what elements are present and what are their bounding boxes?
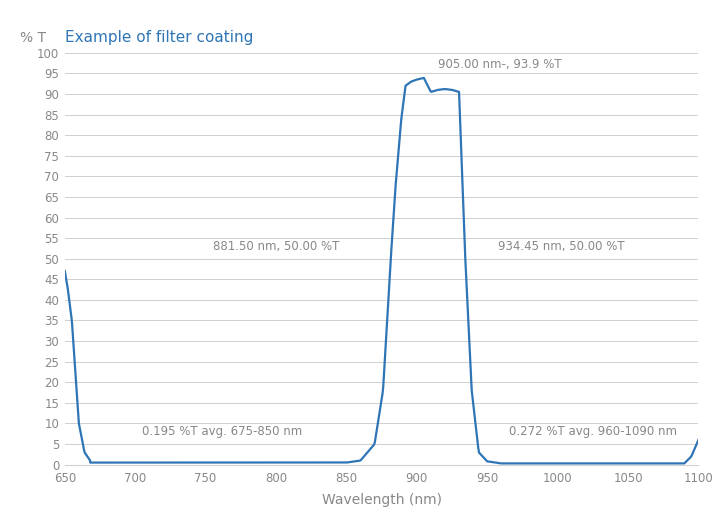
Text: 0.272 %T avg. 960-1090 nm: 0.272 %T avg. 960-1090 nm [509, 425, 677, 438]
Text: 934.45 nm, 50.00 %T: 934.45 nm, 50.00 %T [498, 240, 625, 252]
Text: 0.195 %T avg. 675-850 nm: 0.195 %T avg. 675-850 nm [143, 425, 302, 438]
X-axis label: Wavelength (nm): Wavelength (nm) [322, 493, 441, 507]
Text: 905.00 nm-, 93.9 %T: 905.00 nm-, 93.9 %T [438, 58, 562, 71]
Text: 881.50 nm, 50.00 %T: 881.50 nm, 50.00 %T [213, 240, 339, 252]
Text: % T: % T [20, 31, 47, 44]
Text: Example of filter coating: Example of filter coating [65, 30, 253, 45]
